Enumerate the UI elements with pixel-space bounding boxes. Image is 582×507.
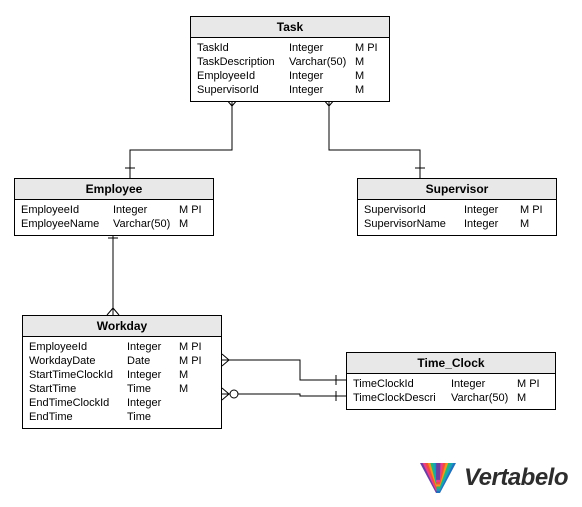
attr-type: Integer <box>451 377 517 391</box>
entity-supervisor: Supervisor SupervisorIdIntegerM PISuperv… <box>357 178 557 236</box>
attr-row: EmployeeIdIntegerM PI <box>29 340 215 354</box>
attr-name: EmployeeId <box>21 203 113 217</box>
attr-flags: M PI <box>520 203 548 217</box>
entity-workday: Workday EmployeeIdIntegerM PIWorkdayDate… <box>22 315 222 429</box>
attr-name: SupervisorId <box>364 203 464 217</box>
attr-type: Varchar(50) <box>289 55 355 69</box>
entity-task: Task TaskIdIntegerM PITaskDescriptionVar… <box>190 16 390 102</box>
attr-type: Date <box>127 354 179 368</box>
attr-flags: M <box>355 83 383 97</box>
attr-row: StartTimeTimeM <box>29 382 215 396</box>
attr-name: TimeClockDescri <box>353 391 451 405</box>
attr-flags: M PI <box>179 354 207 368</box>
attr-type: Integer <box>127 368 179 382</box>
attr-row: EndTimeTime <box>29 410 215 424</box>
attr-row: TimeClockDescriVarchar(50)M <box>353 391 549 405</box>
attr-flags: M <box>179 217 207 231</box>
attr-name: EmployeeId <box>29 340 127 354</box>
attr-type: Varchar(50) <box>451 391 517 405</box>
attr-type: Integer <box>289 69 355 83</box>
attr-name: EndTimeClockId <box>29 396 127 410</box>
entity-workday-body: EmployeeIdIntegerM PIWorkdayDateDateM PI… <box>23 337 221 428</box>
entity-employee-body: EmployeeIdIntegerM PIEmployeeNameVarchar… <box>15 200 213 235</box>
attr-row: TaskIdIntegerM PI <box>197 41 383 55</box>
attr-row: TaskDescriptionVarchar(50)M <box>197 55 383 69</box>
entity-timeclock: Time_Clock TimeClockIdIntegerM PITimeClo… <box>346 352 556 410</box>
entity-timeclock-title: Time_Clock <box>347 353 555 374</box>
attr-name: TaskId <box>197 41 289 55</box>
attr-name: EndTime <box>29 410 127 424</box>
attr-name: TimeClockId <box>353 377 451 391</box>
attr-flags <box>179 410 207 424</box>
entity-supervisor-body: SupervisorIdIntegerM PISupervisorNameInt… <box>358 200 556 235</box>
attr-type: Integer <box>289 83 355 97</box>
attr-flags: M <box>520 217 548 231</box>
attr-row: EndTimeClockIdInteger <box>29 396 215 410</box>
attr-type: Time <box>127 410 179 424</box>
entity-task-title: Task <box>191 17 389 38</box>
attr-type: Varchar(50) <box>113 217 179 231</box>
attr-type: Time <box>127 382 179 396</box>
attr-name: StartTime <box>29 382 127 396</box>
entity-task-body: TaskIdIntegerM PITaskDescriptionVarchar(… <box>191 38 389 101</box>
attr-row: EmployeeNameVarchar(50)M <box>21 217 207 231</box>
attr-flags: M PI <box>179 340 207 354</box>
attr-flags: M <box>355 55 383 69</box>
vertabelo-logo-icon <box>418 461 458 495</box>
attr-row: StartTimeClockIdIntegerM <box>29 368 215 382</box>
attr-type: Integer <box>289 41 355 55</box>
attr-flags: M PI <box>517 377 545 391</box>
attr-flags: M <box>179 368 207 382</box>
entity-timeclock-body: TimeClockIdIntegerM PITimeClockDescriVar… <box>347 374 555 409</box>
attr-row: SupervisorIdIntegerM <box>197 83 383 97</box>
attr-row: SupervisorIdIntegerM PI <box>364 203 550 217</box>
attr-name: EmployeeId <box>197 69 289 83</box>
attr-row: SupervisorNameIntegerM <box>364 217 550 231</box>
attr-type: Integer <box>113 203 179 217</box>
attr-type: Integer <box>464 217 520 231</box>
entity-workday-title: Workday <box>23 316 221 337</box>
entity-employee: Employee EmployeeIdIntegerM PIEmployeeNa… <box>14 178 214 236</box>
attr-flags: M <box>179 382 207 396</box>
attr-name: StartTimeClockId <box>29 368 127 382</box>
attr-flags <box>179 396 207 410</box>
vertabelo-logo: Vertabelo <box>418 461 568 495</box>
attr-flags: M <box>517 391 545 405</box>
attr-row: TimeClockIdIntegerM PI <box>353 377 549 391</box>
attr-flags: M <box>355 69 383 83</box>
attr-row: EmployeeIdIntegerM PI <box>21 203 207 217</box>
attr-name: TaskDescription <box>197 55 289 69</box>
attr-row: EmployeeIdIntegerM <box>197 69 383 83</box>
attr-type: Integer <box>127 340 179 354</box>
attr-type: Integer <box>127 396 179 410</box>
vertabelo-logo-text: Vertabelo <box>464 464 568 492</box>
attr-name: WorkdayDate <box>29 354 127 368</box>
attr-type: Integer <box>464 203 520 217</box>
attr-name: EmployeeName <box>21 217 113 231</box>
attr-flags: M PI <box>355 41 383 55</box>
attr-name: SupervisorName <box>364 217 464 231</box>
attr-row: WorkdayDateDateM PI <box>29 354 215 368</box>
attr-flags: M PI <box>179 203 207 217</box>
attr-name: SupervisorId <box>197 83 289 97</box>
entity-employee-title: Employee <box>15 179 213 200</box>
entity-supervisor-title: Supervisor <box>358 179 556 200</box>
